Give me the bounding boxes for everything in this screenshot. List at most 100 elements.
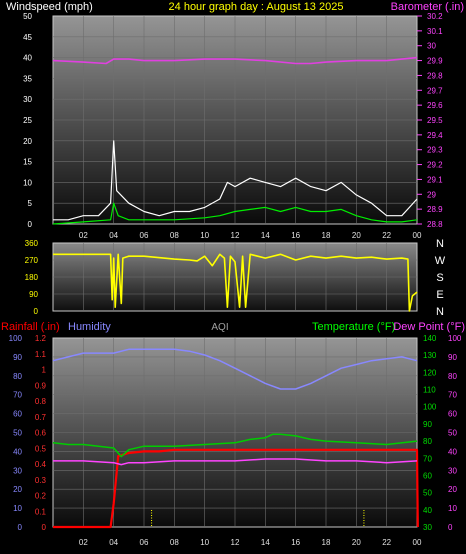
direction-label: N [436, 306, 444, 318]
x-tick-label: 00 [413, 538, 422, 547]
series-line-wind-gust [53, 140, 418, 221]
y-tick-label: 50 [423, 489, 432, 498]
x-tick-label: 20 [352, 538, 361, 547]
x-tick-label: 08 [170, 231, 179, 240]
y-tick-label: 110 [423, 386, 436, 395]
y-tick-label: 29.1 [427, 175, 443, 184]
y-tick-label: 0.7 [35, 413, 47, 422]
y-tick-label: 30 [448, 466, 457, 475]
rainfall-axis-label: Rainfall (.in) [1, 321, 60, 333]
y-tick-label: 0 [34, 307, 39, 316]
y-tick-label: 80 [448, 372, 457, 381]
y-tick-label: 90 [448, 353, 457, 362]
x-tick-label: 10 [200, 538, 209, 547]
y-tick-label: 29 [427, 190, 436, 199]
series-line-barometer [52, 56, 418, 65]
x-tick-label: 22 [382, 538, 391, 547]
y-tick-label: 10 [448, 504, 457, 513]
humidity-axis-label: Humidity [68, 321, 111, 333]
x-tick-label: 02 [79, 231, 88, 240]
y-tick-label: 20 [448, 485, 457, 494]
y-tick-label: 70 [448, 391, 457, 400]
y-tick-label: 0 [28, 220, 33, 229]
y-tick-label: 100 [448, 334, 462, 343]
direction-label: W [435, 255, 446, 267]
direction-label: S [436, 272, 443, 284]
y-tick-label: 29.5 [427, 116, 443, 125]
y-tick-label: 30.1 [427, 27, 443, 36]
x-tick-label: 18 [322, 231, 331, 240]
x-tick-label: 08 [170, 538, 179, 547]
y-tick-label: 45 [23, 33, 32, 42]
x-tick-label: 06 [140, 538, 149, 547]
direction-label: E [436, 289, 443, 301]
y-tick-label: 15 [23, 158, 32, 167]
y-tick-label: 120 [423, 368, 437, 377]
y-tick-label: 35 [23, 74, 32, 83]
y-tick-label: 28.8 [427, 220, 443, 229]
series-line-rainfall [53, 448, 419, 529]
y-tick-label: 80 [423, 437, 432, 446]
y-tick-label: 70 [13, 391, 22, 400]
windspeed-axis-label: Windspeed (mph) [6, 1, 93, 13]
y-tick-label: 360 [25, 239, 39, 248]
y-tick-label: 80 [13, 372, 22, 381]
y-tick-label: 100 [423, 403, 437, 412]
y-tick-label: 140 [423, 334, 437, 343]
y-tick-label: 60 [423, 471, 432, 480]
y-tick-label: 60 [448, 410, 457, 419]
y-tick-label: 0.9 [35, 381, 47, 390]
y-tick-label: 40 [23, 54, 32, 63]
y-tick-label: 0 [18, 523, 23, 532]
y-tick-label: 40 [423, 506, 432, 515]
y-tick-label: 270 [25, 256, 39, 265]
dewpoint-axis-label: Dew Point (°F) [393, 321, 465, 333]
x-tick-label: 04 [109, 538, 118, 547]
series-line-temperature [52, 433, 418, 458]
graph-title: 24 hour graph day : August 13 2025 [169, 1, 344, 13]
y-tick-label: 0.4 [35, 460, 47, 469]
y-tick-label: 29.7 [427, 86, 443, 95]
y-tick-label: 10 [23, 178, 32, 187]
y-tick-label: 30.2 [427, 12, 443, 21]
y-tick-label: 29.6 [427, 101, 443, 110]
x-tick-label: 04 [109, 231, 118, 240]
temperature-axis-label: Temperature (°F) [312, 321, 395, 333]
x-tick-label: 14 [261, 538, 270, 547]
y-tick-label: 0 [42, 523, 47, 532]
direction-label: N [436, 238, 444, 250]
y-tick-label: 25 [23, 116, 32, 125]
y-tick-label: 0.5 [35, 444, 47, 453]
barometer-axis-label: Barometer (.in) [391, 1, 464, 13]
y-tick-label: 0.8 [35, 397, 47, 406]
y-tick-label: 60 [13, 410, 22, 419]
x-tick-label: 16 [291, 231, 300, 240]
series-line-humidity [52, 348, 418, 390]
y-tick-label: 29.9 [427, 57, 443, 66]
x-tick-label: 22 [382, 231, 391, 240]
y-tick-label: 28.9 [427, 205, 443, 214]
x-tick-label: 02 [79, 538, 88, 547]
y-tick-label: 0.2 [35, 492, 47, 501]
y-tick-label: 29.8 [427, 71, 443, 80]
y-tick-label: 0.6 [35, 429, 47, 438]
x-tick-label: 12 [231, 538, 240, 547]
y-tick-label: 50 [13, 429, 22, 438]
y-tick-label: 1.2 [35, 334, 47, 343]
y-tick-label: 0 [448, 523, 453, 532]
x-tick-label: 18 [322, 538, 331, 547]
y-tick-label: 30 [423, 523, 432, 532]
x-tick-label: 10 [200, 231, 209, 240]
y-tick-label: 100 [9, 334, 23, 343]
y-tick-label: 5 [28, 199, 33, 208]
series-line-wind-speed [52, 202, 418, 225]
y-tick-label: 30 [23, 95, 32, 104]
y-tick-label: 1.1 [35, 350, 47, 359]
y-tick-label: 50 [448, 429, 457, 438]
y-tick-label: 70 [423, 454, 432, 463]
y-tick-label: 20 [23, 137, 32, 146]
aqi-axis-label: AQI [211, 322, 228, 333]
x-tick-label: 16 [291, 538, 300, 547]
y-tick-label: 29.3 [427, 146, 443, 155]
